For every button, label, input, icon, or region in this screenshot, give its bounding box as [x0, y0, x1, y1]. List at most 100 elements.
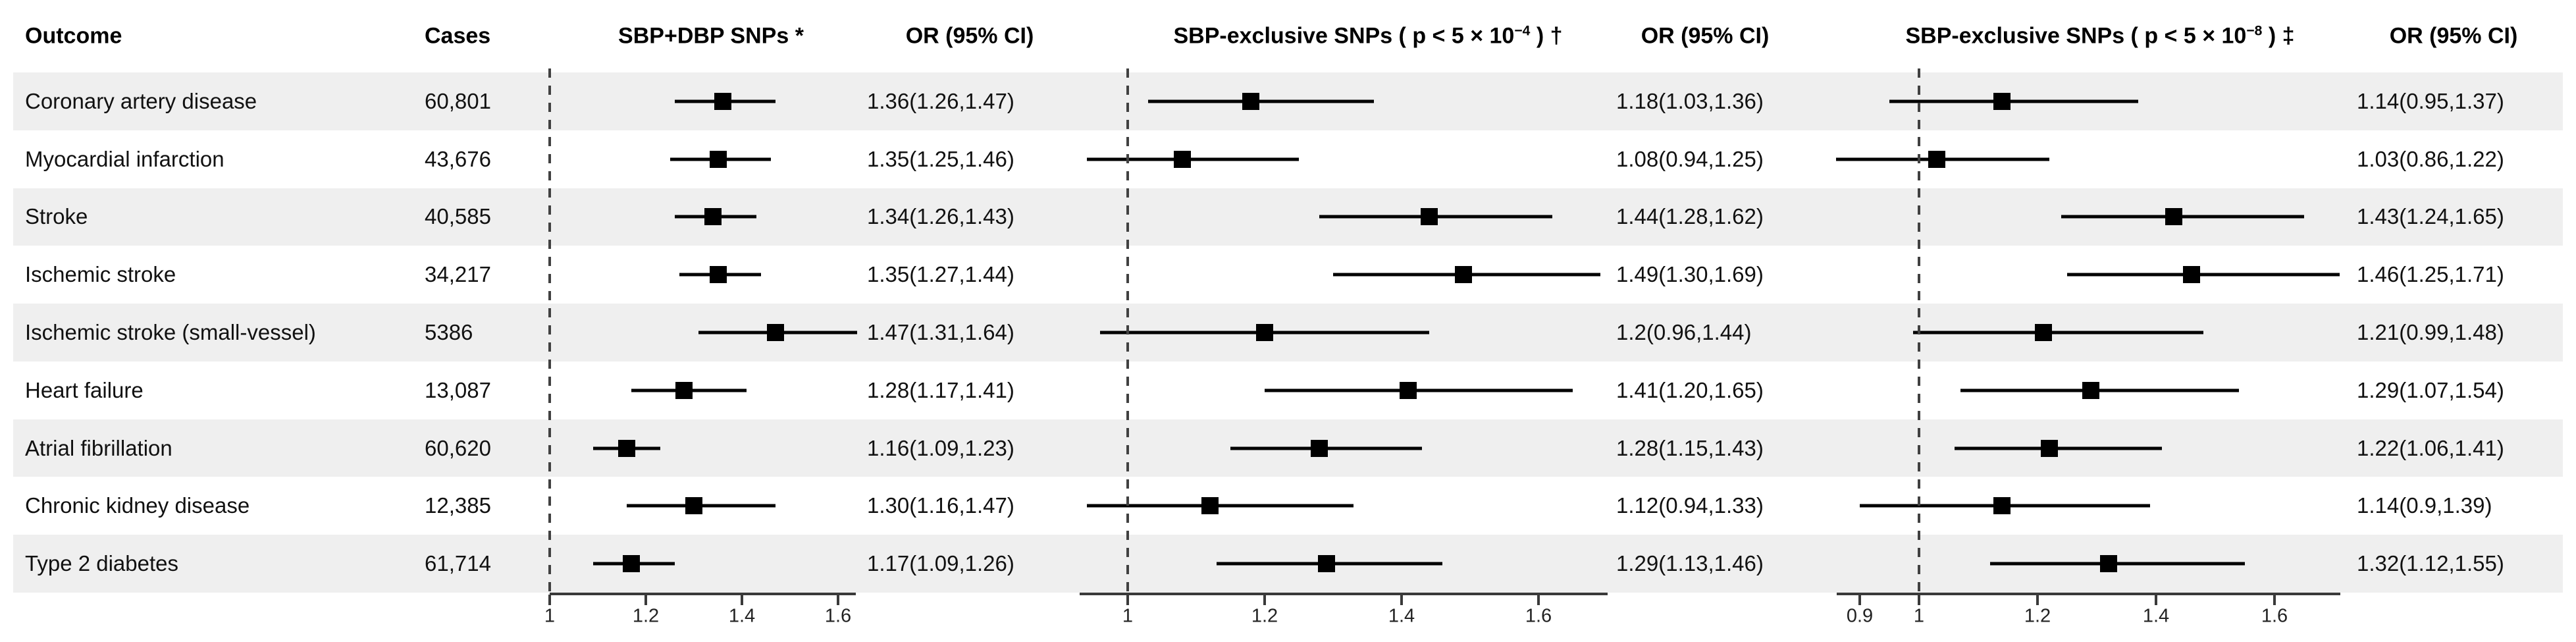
axis-tick — [1858, 595, 1861, 605]
x-axis — [1837, 593, 2340, 595]
or-marker — [1256, 324, 1273, 341]
axis-tick-label: 1.4 — [2142, 605, 2170, 627]
cases-value: 61,714 — [425, 551, 491, 576]
ci-line — [2061, 215, 2304, 219]
axis-tick — [1126, 595, 1129, 605]
or-marker — [1174, 150, 1192, 168]
or-value: 1.47(1.31,1.64) — [867, 320, 1014, 344]
axis-tick-label: 1.4 — [1388, 605, 1415, 627]
panel3-title: SBP-exclusive SNPs ( p < 5 × 10−8 ) ‡ — [1906, 23, 2295, 49]
panel3-title-sup: −8 — [2246, 23, 2263, 39]
cases-value: 60,620 — [425, 435, 491, 460]
or-marker — [1242, 92, 1260, 110]
or-marker — [2183, 266, 2200, 284]
axis-tick-label: 1.2 — [1251, 605, 1278, 627]
outcome-label: Atrial fibrillation — [25, 435, 172, 460]
axis-tick-label: 1.6 — [2261, 605, 2288, 627]
or-value: 1.29(1.13,1.46) — [1616, 551, 1764, 576]
or-marker — [2082, 381, 2099, 399]
panel3-or-header: OR (95% CI) — [2389, 23, 2518, 49]
cases-column-header: Cases — [425, 23, 491, 49]
or-value: 1.46(1.25,1.71) — [2357, 262, 2504, 287]
ci-line — [2067, 273, 2340, 277]
outcome-label: Type 2 diabetes — [25, 551, 178, 576]
or-value: 1.28(1.17,1.41) — [867, 377, 1014, 402]
or-marker — [1420, 208, 1438, 226]
axis-tick-label: 1.2 — [2024, 605, 2051, 627]
outcome-label: Myocardial infarction — [25, 146, 224, 171]
panel3-title-text: SBP-exclusive SNPs ( p < 5 × 10 — [1905, 23, 2247, 49]
or-value: 1.12(0.94,1.33) — [1616, 493, 1764, 518]
or-value: 1.08(0.94,1.25) — [1616, 146, 1764, 171]
or-marker — [1993, 497, 2011, 515]
axis-tick-label: 1.6 — [824, 605, 852, 627]
axis-tick — [1918, 595, 1920, 605]
panel3-title-post: ) ‡ — [2262, 23, 2295, 49]
or-marker — [685, 497, 702, 515]
or-marker — [709, 150, 727, 168]
or-value: 1.28(1.15,1.43) — [1616, 435, 1764, 460]
axis-tick — [2273, 595, 2276, 605]
panel1-title-text: SBP+DBP SNPs * — [618, 23, 804, 49]
or-marker — [1311, 439, 1328, 457]
ci-line — [1990, 562, 2245, 566]
axis-tick — [644, 595, 647, 605]
or-value: 1.35(1.27,1.44) — [867, 262, 1014, 287]
ci-line — [1889, 99, 2138, 103]
outcome-label: Chronic kidney disease — [25, 493, 250, 518]
panel2-title-sup: −4 — [1514, 23, 1531, 39]
or-marker — [2041, 439, 2058, 457]
ci-line — [1265, 388, 1573, 392]
or-marker — [1993, 92, 2011, 110]
or-value: 1.29(1.07,1.54) — [2357, 377, 2504, 402]
panel2-title-post: ) † — [1530, 23, 1563, 49]
or-value: 1.14(0.9,1.39) — [2357, 493, 2492, 518]
or-marker — [618, 439, 635, 457]
outcome-label: Stroke — [25, 204, 88, 229]
or-marker — [2035, 324, 2052, 341]
cases-value: 34,217 — [425, 262, 491, 287]
axis-tick-label: 1.4 — [728, 605, 756, 627]
ci-line — [1086, 504, 1354, 508]
axis-tick-label: 1 — [544, 605, 556, 627]
x-axis — [1080, 593, 1608, 595]
or-value: 1.32(1.12,1.55) — [2357, 551, 2504, 576]
axis-tick — [2036, 595, 2039, 605]
or-value: 1.16(1.09,1.23) — [867, 435, 1014, 460]
ci-line — [1148, 99, 1375, 103]
panel2-title: SBP-exclusive SNPs ( p < 5 × 10−4 ) † — [1174, 23, 1563, 49]
outcome-column-header: Outcome — [25, 23, 122, 49]
cases-value: 43,676 — [425, 146, 491, 171]
axis-tick-label: 0.9 — [1846, 605, 1874, 627]
axis-tick — [741, 595, 743, 605]
outcome-label: Ischemic stroke (small-vessel) — [25, 320, 316, 344]
ci-line — [1913, 331, 2203, 334]
or-value: 1.18(1.03,1.36) — [1616, 88, 1764, 113]
ci-line — [1086, 157, 1299, 161]
outcome-label: Coronary artery disease — [25, 88, 257, 113]
cases-value: 60,801 — [425, 88, 491, 113]
axis-tick — [548, 595, 551, 605]
or-value: 1.22(1.06,1.41) — [2357, 435, 2504, 460]
cases-value: 12,385 — [425, 493, 491, 518]
or-marker — [2165, 208, 2182, 226]
or-value: 1.03(0.86,1.22) — [2357, 146, 2504, 171]
or-value: 1.17(1.09,1.26) — [867, 551, 1014, 576]
or-value: 1.35(1.25,1.46) — [867, 146, 1014, 171]
or-value: 1.34(1.26,1.43) — [867, 204, 1014, 229]
or-marker — [1317, 555, 1335, 573]
reference-line — [1918, 68, 1920, 594]
or-marker — [1400, 381, 1417, 399]
or-marker — [714, 92, 731, 110]
or-marker — [623, 555, 641, 573]
or-value: 1.44(1.28,1.62) — [1616, 204, 1764, 229]
cases-value: 5386 — [425, 320, 473, 344]
cases-value: 13,087 — [425, 377, 491, 402]
or-value: 1.2(0.96,1.44) — [1616, 320, 1752, 344]
or-value: 1.41(1.20,1.65) — [1616, 377, 1764, 402]
axis-tick — [1537, 595, 1540, 605]
panel2-or-header: OR (95% CI) — [1641, 23, 1770, 49]
x-axis — [550, 593, 856, 595]
or-marker — [709, 266, 727, 284]
or-value: 1.30(1.16,1.47) — [867, 493, 1014, 518]
